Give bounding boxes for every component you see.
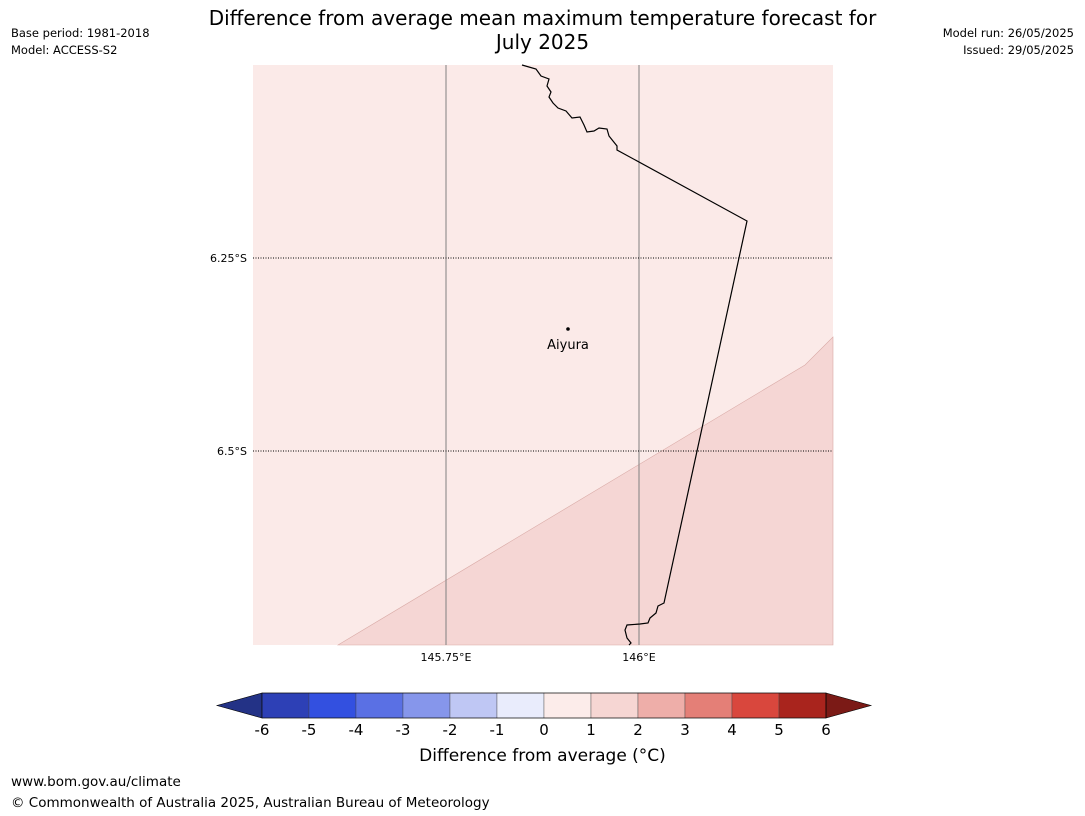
colorbar-tick-label: -2	[443, 721, 458, 739]
colorbar-tick-label: -3	[396, 721, 411, 739]
colorbar-tick-label: 3	[680, 721, 690, 739]
colorbar-segment	[637, 692, 686, 719]
title-line-1: Difference from average mean maximum tem…	[208, 6, 877, 30]
colorbar: -6 -5 -4 -3 -2 -1 0 1 2 3 4 5 6	[215, 692, 873, 739]
colorbar-tick-label: 1	[586, 721, 596, 739]
lon-label-146: 146°E	[622, 651, 655, 664]
meta-right: Model run: 26/05/2025 Issued: 29/05/2025	[943, 25, 1074, 59]
footer-url: www.bom.gov.au/climate	[11, 774, 181, 790]
lat-label-6-5: 6.5°S	[217, 445, 247, 458]
colorbar-extend-high	[825, 692, 873, 719]
colorbar-tick-label: 5	[774, 721, 784, 739]
colorbar-segment	[308, 692, 357, 719]
colorbar-label: Difference from average (°C)	[419, 746, 666, 766]
colorbar-segment	[496, 692, 545, 719]
aiyura-marker	[566, 327, 570, 331]
colorbar-extend-low	[215, 692, 263, 719]
colorbar-segment	[590, 692, 639, 719]
colorbar-segment	[543, 692, 592, 719]
colorbar-segment	[261, 692, 310, 719]
model-run-text: Model run: 26/05/2025	[942, 26, 1074, 40]
colorbar-segment	[449, 692, 498, 719]
meta-left: Base period: 1981-2018 Model: ACCESS-S2	[11, 25, 150, 59]
title-line-2: July 2025	[495, 30, 590, 54]
colorbar-segment	[684, 692, 733, 719]
colorbar-tick-label: 0	[539, 721, 549, 739]
border-line	[521, 64, 748, 646]
colorbar-tick-label: 2	[633, 721, 643, 739]
footer-copyright: © Commonwealth of Australia 2025, Austra…	[11, 795, 490, 811]
colorbar-tick-label: 4	[727, 721, 737, 739]
colorbar-tick-label: 6	[821, 721, 831, 739]
forecast-band-1-to-2	[336, 336, 834, 646]
colorbar-tick-label: -4	[349, 721, 364, 739]
colorbar-segment	[402, 692, 451, 719]
aiyura-label: Aiyura	[547, 338, 589, 353]
issued-text: Issued: 29/05/2025	[963, 43, 1074, 57]
colorbar-tick-label: -1	[490, 721, 505, 739]
colorbar-outline	[261, 692, 827, 719]
colorbar-tick-label: -6	[255, 721, 270, 739]
lon-label-145-75: 145.75°E	[421, 651, 472, 664]
lat-label-6-25: 6.25°S	[210, 252, 247, 265]
base-period-text: Base period: 1981-2018	[11, 26, 150, 40]
colorbar-segment	[778, 692, 827, 719]
colorbar-segment	[731, 692, 780, 719]
model-text: Model: ACCESS-S2	[11, 43, 118, 57]
colorbar-segment	[355, 692, 404, 719]
colorbar-tick-label: -5	[302, 721, 317, 739]
map-title: Difference from average mean maximum tem…	[170, 6, 915, 54]
